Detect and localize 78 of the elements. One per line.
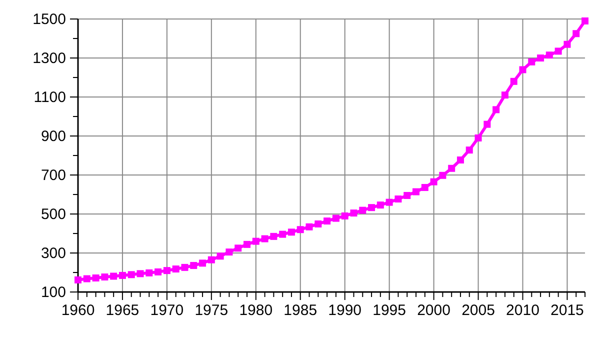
point	[412, 188, 420, 196]
point	[448, 164, 456, 172]
point	[110, 272, 118, 280]
point	[314, 220, 322, 228]
point	[386, 198, 393, 206]
point	[519, 66, 526, 74]
point	[83, 275, 90, 282]
x-tick-label: 1970	[150, 302, 184, 319]
point	[252, 238, 260, 245]
point	[128, 271, 135, 278]
point	[154, 268, 162, 276]
y-tick-label: 1500	[32, 11, 66, 28]
point	[501, 92, 508, 99]
x-tick-label: 1995	[372, 302, 406, 319]
point	[332, 214, 340, 222]
x-tick-label: 2000	[417, 302, 450, 319]
point	[528, 58, 536, 66]
point	[234, 244, 242, 252]
x-tick-label: 1985	[284, 302, 318, 319]
point	[359, 206, 366, 214]
point	[484, 120, 491, 128]
point	[270, 232, 278, 240]
x-tick-label: 1980	[239, 302, 273, 319]
point	[296, 226, 304, 234]
point	[368, 204, 376, 212]
point	[510, 78, 518, 85]
point	[421, 184, 428, 191]
point	[582, 17, 588, 24]
point	[279, 230, 286, 238]
point	[208, 256, 215, 264]
point	[564, 40, 571, 48]
point	[324, 218, 331, 225]
point	[92, 274, 100, 282]
x-tick-label: 2005	[462, 302, 495, 319]
point	[199, 260, 206, 267]
y-tick-label: 700	[40, 167, 66, 184]
y-tick-label: 100	[40, 284, 66, 301]
point	[546, 52, 553, 59]
point	[554, 48, 562, 55]
point	[244, 240, 250, 248]
point	[466, 146, 473, 154]
point	[172, 265, 180, 272]
point	[350, 210, 358, 217]
point	[341, 212, 348, 220]
y-tick-label: 500	[40, 206, 66, 223]
point	[394, 195, 402, 202]
point	[101, 273, 108, 280]
point	[537, 54, 544, 62]
x-tick-label: 1965	[106, 302, 140, 319]
x-tick-label: 1975	[194, 302, 228, 319]
x-tick-label: 2010	[506, 302, 540, 319]
point	[456, 156, 464, 164]
y-tick-label: 900	[40, 128, 66, 145]
y-tick-label: 300	[40, 245, 66, 262]
x-tick-label: 2015	[550, 302, 584, 319]
y-tick-label: 1300	[32, 50, 66, 67]
point	[306, 223, 313, 230]
point	[572, 30, 580, 38]
y-tick-label: 1100	[34, 89, 66, 106]
point	[492, 106, 500, 114]
point	[439, 172, 446, 179]
point	[288, 228, 295, 236]
point	[146, 269, 153, 276]
point	[190, 262, 198, 269]
x-tick-label: 1990	[328, 302, 362, 319]
point	[404, 192, 411, 199]
point	[74, 276, 82, 284]
point	[226, 248, 233, 256]
point	[376, 202, 384, 209]
point	[181, 264, 188, 271]
point	[136, 270, 144, 278]
point	[216, 252, 224, 260]
x-tick-label: 1960	[61, 302, 95, 319]
point	[163, 267, 170, 274]
point	[118, 272, 126, 279]
point	[261, 235, 268, 242]
point	[474, 134, 482, 142]
point	[430, 178, 438, 186]
